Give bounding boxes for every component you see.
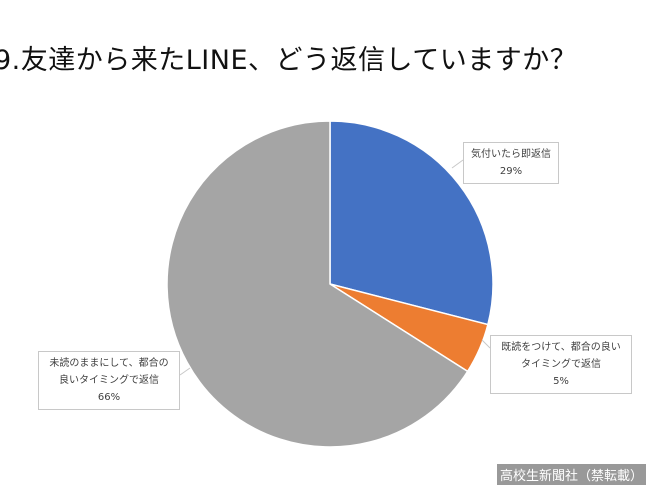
- data-label-slice-0: 気付いたら即返信 29%: [463, 142, 559, 184]
- callout-leaders: [179, 159, 491, 376]
- callout-leader-0: [451, 159, 464, 169]
- callout-leader-1: [481, 339, 491, 349]
- data-label-2-line-1: 未読のままにして、都合の: [49, 358, 169, 369]
- data-label-0-value: 29%: [499, 166, 523, 177]
- watermark: 高校生新聞社（禁転載）: [496, 464, 646, 485]
- pie-slices: [166, 120, 494, 448]
- data-label-2-value: 66%: [97, 392, 121, 403]
- callout-leader-2: [179, 367, 191, 376]
- pie-slice-0: [329, 120, 494, 326]
- data-label-1-value: 5%: [553, 376, 569, 387]
- data-label-slice-1: 既読をつけて、都合の良い タイミングで返信 5%: [490, 335, 632, 394]
- chart-title: 9.友達から来たLINE、どう返信していますか？: [0, 45, 578, 76]
- data-label-2-line-2: 良いタイミングで返信: [59, 375, 159, 386]
- data-label-slice-2: 未読のままにして、都合の 良いタイミングで返信 66%: [38, 351, 180, 410]
- data-label-1-line-2: タイミングで返信: [521, 359, 601, 370]
- data-label-0-line-1: 気付いたら即返信: [471, 149, 551, 160]
- pie-slice-2: [166, 120, 469, 448]
- data-label-1-line-1: 既読をつけて、都合の良い: [501, 342, 621, 353]
